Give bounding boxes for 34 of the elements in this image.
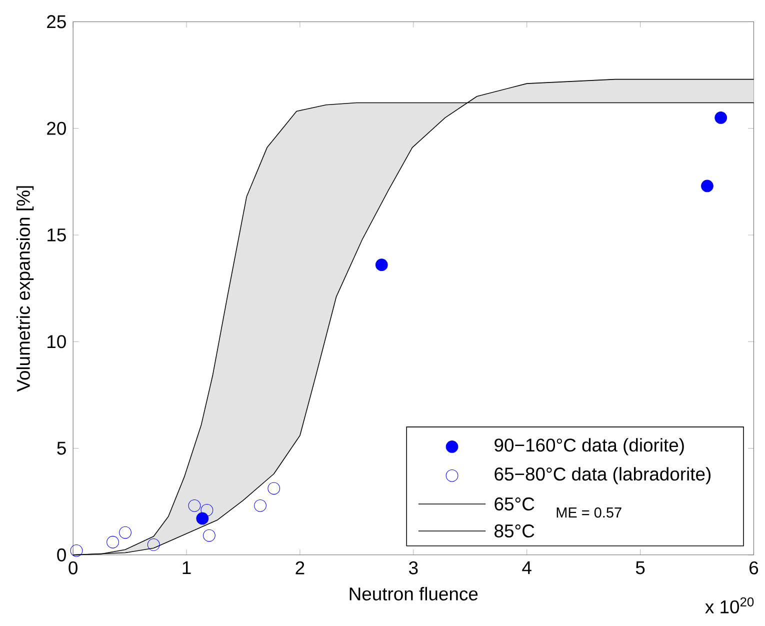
point (196, 512, 209, 525)
legend-label: 65°C (494, 497, 534, 510)
x-axis-title: Neutron fluence (350, 586, 478, 600)
y-tick-label: 5 (57, 442, 66, 455)
point (147, 538, 160, 551)
y-tick-label: 10 (48, 335, 66, 348)
point (203, 529, 216, 542)
y-tick-label: 0 (57, 548, 66, 562)
x-tick-label: 0 (68, 561, 78, 574)
point (254, 499, 266, 512)
x-tick-label: 5 (636, 561, 645, 574)
x-tick-label: 1 (182, 561, 191, 574)
y-axis-title: Volumetric expansion [%] (16, 186, 34, 392)
point (375, 258, 388, 272)
legend-label: 90−160°C data (diorite) (494, 438, 684, 456)
point (119, 526, 132, 539)
x-tick-label: 6 (750, 561, 758, 574)
point (701, 180, 714, 192)
y-tick-label: 20 (47, 122, 66, 135)
point (200, 504, 214, 516)
legend-label: 65−80°C data (labradorite) (494, 467, 710, 484)
point (714, 112, 728, 124)
point (106, 536, 119, 548)
x-tick-label: 2 (296, 561, 304, 574)
y-tick-label: 15 (48, 228, 66, 242)
x-tick-label: 3 (408, 561, 418, 574)
y-tick-label: 25 (47, 15, 66, 28)
text: x 10$^{20}$ (705, 597, 754, 614)
point (70, 544, 83, 557)
annotation: ME = 0.57 (556, 507, 622, 518)
legend-label: 85°C (494, 524, 534, 538)
point (268, 482, 280, 495)
point (188, 499, 201, 512)
x-tick-label: 4 (522, 561, 532, 574)
